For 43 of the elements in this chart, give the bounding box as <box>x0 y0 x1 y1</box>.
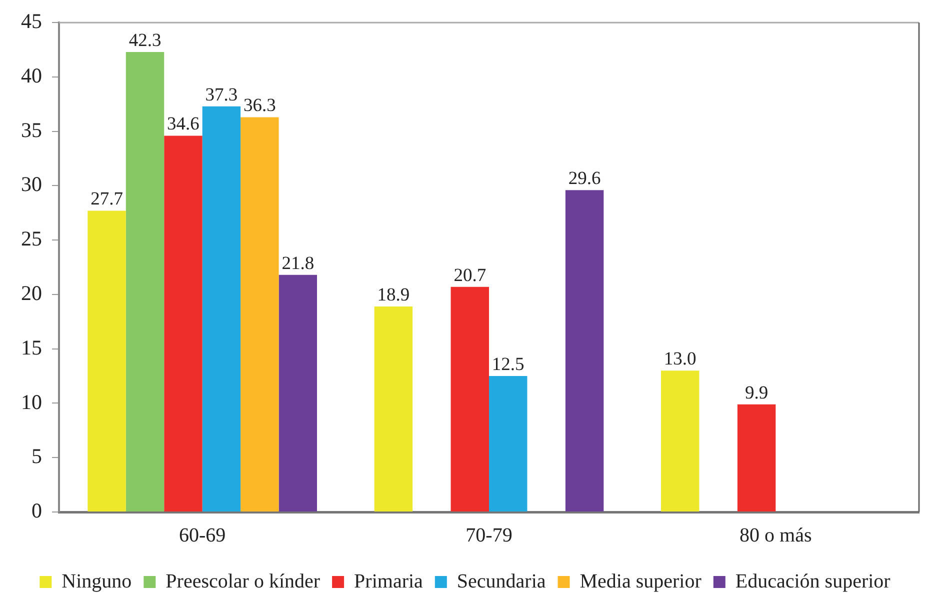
data-label: 37.3 <box>205 85 238 106</box>
x-tick-label: 70-79 <box>466 524 512 546</box>
y-tick-label: 35 <box>21 118 42 142</box>
bar <box>565 190 604 512</box>
data-label: 9.9 <box>744 383 768 404</box>
legend-label: Ninguno <box>62 570 132 592</box>
bar <box>374 306 413 512</box>
bar <box>88 210 126 512</box>
data-label: 12.5 <box>492 355 524 376</box>
legend-label: Primaria <box>354 570 424 592</box>
legend-label: Secundaria <box>456 570 546 592</box>
y-tick-label: 40 <box>21 63 42 88</box>
bar <box>450 286 489 512</box>
data-label: 13.0 <box>664 350 696 370</box>
y-tick-label: 25 <box>21 226 42 251</box>
x-tick-label: 80 o más <box>740 524 812 546</box>
data-label: 42.3 <box>128 30 162 51</box>
data-label: 18.9 <box>377 285 410 306</box>
bar <box>240 117 279 512</box>
y-tick-label: 15 <box>21 335 42 360</box>
bar <box>164 136 202 512</box>
y-tick-label: 30 <box>21 172 42 196</box>
data-label: 29.6 <box>568 169 601 190</box>
x-tick-label: 60-69 <box>178 524 226 546</box>
bar <box>202 106 241 512</box>
legend-label: Media superior <box>580 570 702 592</box>
bar <box>278 274 317 512</box>
y-tick-label: 20 <box>21 281 42 306</box>
bar <box>489 376 528 512</box>
data-label: 34.6 <box>167 114 200 135</box>
bar <box>737 404 776 512</box>
legend-label: Preescolar o kínder <box>166 570 320 592</box>
y-tick-label: 0 <box>32 498 42 523</box>
y-tick-label: 5 <box>32 444 42 468</box>
legend-label: Educación superior <box>735 570 891 592</box>
data-label: 21.8 <box>282 254 314 274</box>
data-label: 20.7 <box>454 266 486 286</box>
data-label: 27.7 <box>90 190 123 210</box>
y-tick-label: 10 <box>21 390 42 414</box>
bar <box>126 52 164 512</box>
data-label: 36.3 <box>243 96 276 116</box>
bar <box>661 370 700 512</box>
y-tick-label: 45 <box>21 9 42 34</box>
